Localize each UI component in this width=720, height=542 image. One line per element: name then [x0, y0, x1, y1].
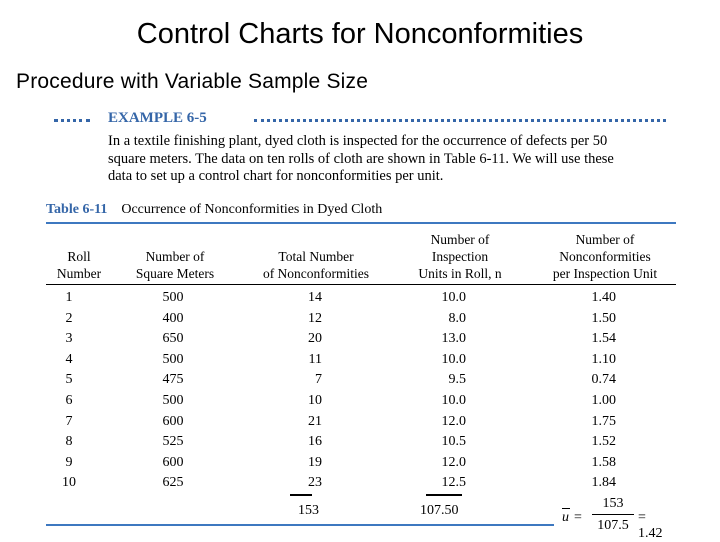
cell-square-meters: 600: [162, 413, 184, 429]
cell-nonconformities-per-unit: 1.10: [591, 351, 617, 367]
slide-subtitle: Procedure with Variable Sample Size: [16, 70, 369, 93]
cell-square-meters: 400: [162, 310, 184, 326]
cell-inspection-units: 12.0: [441, 413, 467, 429]
fraction-line: [592, 514, 634, 515]
cell-nonconformities-per-unit: 1.54: [591, 331, 617, 347]
header-total-nonconformities: Total Number of Nonconformities: [262, 249, 370, 281]
header-inspection-units: Number of Inspection Units in Roll, n: [418, 232, 502, 281]
cell-roll-number: 2: [65, 310, 73, 326]
example-line: data to set up a control chart for nonco…: [108, 168, 444, 184]
table-bottom-rule: [46, 524, 554, 526]
cell-square-meters: 475: [162, 372, 184, 388]
cell-inspection-units: 10.0: [441, 393, 467, 408]
cell-total-nonconformities: 19: [308, 454, 322, 470]
example-line: square meters. The data on ten rolls of …: [108, 150, 614, 167]
slide-title: Control Charts for Nonconformities: [136, 18, 584, 50]
cell-inspection-units: 12.5: [441, 475, 467, 491]
cell-total-nonconformities: 20: [308, 331, 322, 347]
cell-inspection-units: 12.0: [441, 454, 467, 470]
cell-total-nonconformities: 7: [315, 372, 322, 388]
cell-total-nonconformities: 12: [308, 310, 322, 326]
cell-nonconformities-per-unit: 1.00: [591, 393, 617, 408]
cell-roll-number: 5: [65, 372, 73, 388]
cell-square-meters: 500: [162, 290, 184, 305]
cell-nonconformities-per-unit: 1.50: [591, 310, 617, 326]
header-roll-number: Roll Number: [56, 249, 102, 281]
cell-total-nonconformities: 11: [308, 351, 322, 367]
table-caption-text: Occurrence of Nonconformities in Dyed Cl…: [121, 202, 383, 217]
cell-roll-number: 8: [65, 434, 73, 450]
cell-total-nonconformities: 21: [308, 413, 322, 429]
cell-inspection-units: 10.0: [441, 351, 467, 367]
header-nonconformities-per-unit: Number of Nonconformities per Inspection…: [552, 232, 658, 281]
formula-numerator: 153: [602, 496, 624, 511]
cell-total-nonconformities: 16: [308, 434, 322, 450]
cell-square-meters: 625: [162, 475, 184, 491]
cell-nonconformities-per-unit: 1.52: [591, 434, 617, 450]
table-number: Table 6-11: [46, 202, 108, 217]
cell-nonconformities-per-unit: 1.40: [591, 290, 617, 305]
cell-inspection-units: 13.0: [441, 331, 467, 347]
cell-square-meters: 525: [162, 434, 184, 450]
cell-roll-number: 10: [62, 475, 76, 491]
header-square-meters: Number of Square Meters: [135, 249, 215, 281]
cell-roll-number: 3: [65, 331, 73, 347]
cell-nonconformities-per-unit: 1.84: [591, 475, 617, 491]
dotted-rule-right: [254, 119, 666, 122]
total-nonconformities: 153: [298, 503, 319, 518]
cell-roll-number: 9: [65, 454, 73, 470]
total-inspection-units: 107.50: [420, 503, 459, 518]
sum-line-inspection-units: [426, 494, 462, 496]
formula-equals: =: [574, 510, 582, 525]
cell-total-nonconformities: 23: [308, 475, 322, 491]
cell-nonconformities-per-unit: 0.74: [591, 372, 617, 388]
cell-inspection-units: 10.5: [441, 434, 467, 450]
example-label: EXAMPLE 6-5: [108, 110, 207, 126]
dotted-rule-left: [54, 119, 90, 122]
table-header-rule: [46, 284, 676, 285]
cell-square-meters: 600: [162, 454, 184, 470]
cell-total-nonconformities: 14: [308, 290, 322, 305]
sum-line-nonconformities: [290, 494, 312, 496]
cell-roll-number: 1: [65, 290, 73, 305]
example-line: In a textile finishing plant, dyed cloth…: [108, 133, 608, 149]
cell-square-meters: 500: [162, 351, 184, 367]
formula-denominator: 107.5: [597, 518, 629, 533]
cell-inspection-units: 9.5: [448, 372, 467, 388]
cell-inspection-units: 10.0: [441, 290, 467, 305]
cell-roll-number: 6: [65, 393, 73, 408]
cell-roll-number: 7: [65, 413, 73, 429]
cell-square-meters: 500: [162, 393, 184, 408]
cell-nonconformities-per-unit: 1.58: [591, 454, 617, 470]
cell-total-nonconformities: 10: [308, 393, 322, 408]
example-body: In a textile finishing plant, dyed cloth…: [108, 133, 668, 186]
cell-roll-number: 4: [65, 351, 73, 367]
example-header: EXAMPLE 6-5: [54, 110, 666, 127]
table-caption: Table 6-11 Occurrence of Nonconformities …: [46, 202, 382, 218]
table-top-rule: [46, 222, 676, 224]
formula-result: = 1.42: [638, 510, 663, 541]
overbar: [562, 508, 570, 509]
cell-nonconformities-per-unit: 1.75: [591, 413, 617, 429]
cell-square-meters: 650: [162, 331, 184, 347]
cell-inspection-units: 8.0: [448, 310, 467, 326]
formula-symbol: u: [562, 510, 569, 525]
